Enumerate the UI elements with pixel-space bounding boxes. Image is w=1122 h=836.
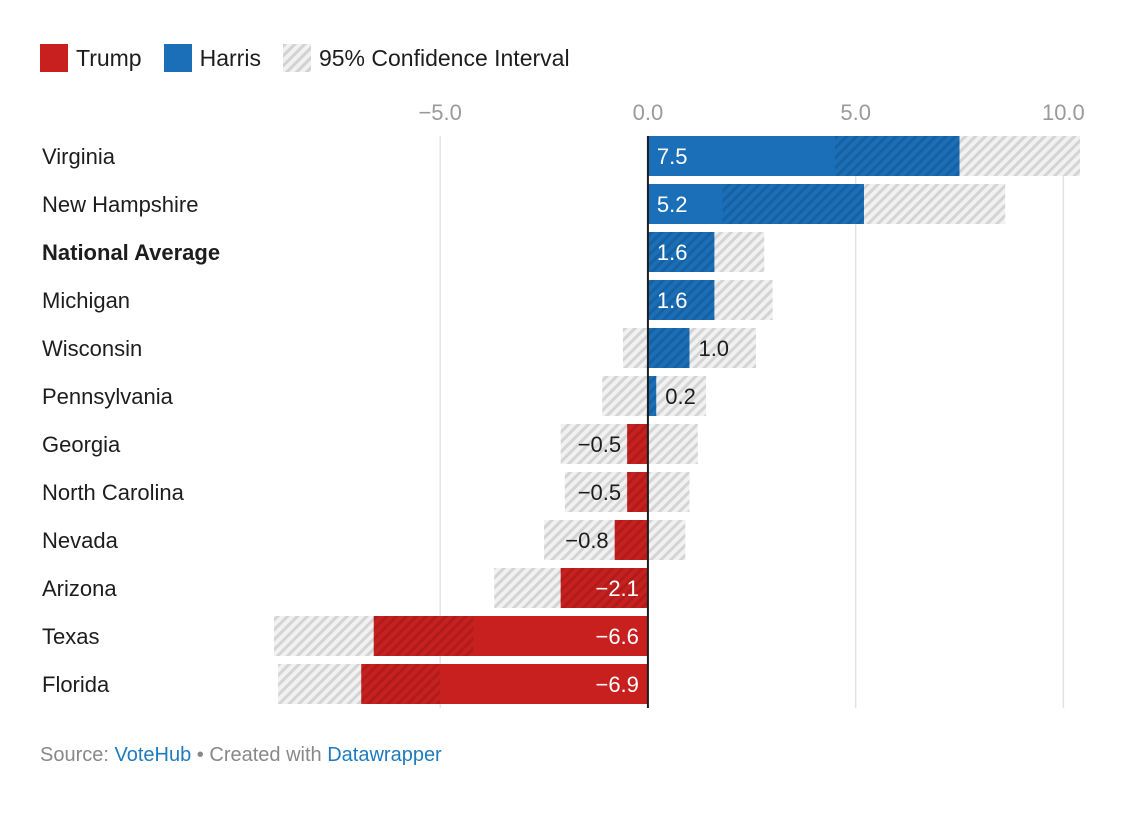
- category-label: Texas: [42, 624, 99, 649]
- legend-item-harris: Harris: [163, 44, 261, 72]
- legend: Trump Harris 95% Confidence Interval: [40, 44, 592, 72]
- value-label: −0.5: [578, 432, 621, 457]
- legend-item-ci: 95% Confidence Interval: [282, 44, 570, 72]
- source-line: Source: VoteHub • Created with Datawrapp…: [40, 744, 442, 767]
- ci-overlap: [373, 616, 474, 656]
- source-link[interactable]: VoteHub: [114, 744, 192, 766]
- ci-overlap: [647, 376, 657, 416]
- bar-chart: −5.0 0.0 5.0 10.0 Virginia 7.5 New Hampshire 5.…: [42, 100, 1085, 708]
- value-label: −2.1: [595, 576, 638, 601]
- category-label: Virginia: [42, 144, 116, 169]
- ci-overlap: [647, 328, 690, 368]
- legend-label-trump: Trump: [76, 44, 142, 71]
- ci-overlap: [834, 136, 960, 176]
- value-label: 1.0: [698, 336, 729, 361]
- datawrapper-link[interactable]: Datawrapper: [327, 744, 442, 766]
- value-label: 1.6: [657, 240, 688, 265]
- category-label: Arizona: [42, 576, 117, 601]
- category-label: North Carolina: [42, 480, 185, 505]
- x-tick-label: −5.0: [418, 100, 461, 125]
- legend-swatch-trump: [40, 44, 68, 72]
- category-label: Pennsylvania: [42, 384, 174, 409]
- source-separator: •: [196, 744, 204, 766]
- created-with-text: Created with: [209, 744, 322, 766]
- legend-label-ci: 95% Confidence Interval: [318, 44, 570, 71]
- legend-swatch-harris: [163, 44, 192, 72]
- x-tick-label: 10.0: [1042, 100, 1085, 125]
- legend-label-harris: Harris: [199, 44, 261, 71]
- legend-item-trump: Trump: [40, 44, 142, 72]
- x-tick-label: 5.0: [840, 100, 871, 125]
- ci-overlap: [627, 472, 648, 512]
- ci-overlap: [722, 184, 864, 224]
- ci-overlap: [361, 664, 441, 704]
- source-label: Source:: [40, 744, 109, 766]
- ci-overlap: [647, 280, 715, 320]
- value-label: 1.6: [657, 288, 688, 313]
- category-label: Georgia: [42, 432, 121, 457]
- category-label: Wisconsin: [42, 336, 142, 361]
- value-label: 7.5: [657, 144, 688, 169]
- x-tick-label: 0.0: [633, 100, 664, 125]
- value-label: −6.6: [595, 624, 638, 649]
- overlap-layer: [361, 136, 960, 704]
- ci-overlap: [627, 424, 648, 464]
- category-label: Michigan: [42, 288, 130, 313]
- ci-overlap: [647, 232, 715, 272]
- category-label: Nevada: [42, 528, 119, 553]
- category-label: National Average: [42, 240, 220, 265]
- value-label: −0.5: [578, 480, 621, 505]
- legend-swatch-ci: [282, 44, 311, 72]
- value-label: 0.2: [665, 384, 696, 409]
- value-label: −0.8: [565, 528, 608, 553]
- category-label: Florida: [42, 672, 110, 697]
- grid-layer: [439, 136, 1065, 708]
- value-label: −6.9: [595, 672, 638, 697]
- ci-overlap: [614, 520, 648, 560]
- category-label: New Hampshire: [42, 192, 199, 217]
- ci-overlap: [560, 568, 648, 608]
- value-label: 5.2: [657, 192, 688, 217]
- label-layer: −5.0 0.0 5.0 10.0 Virginia 7.5 New Hampshire 5.…: [42, 100, 1085, 708]
